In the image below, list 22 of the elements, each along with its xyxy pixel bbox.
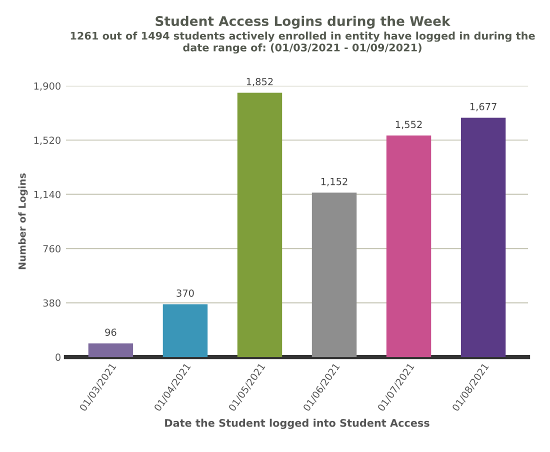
data-label: 96 [105,328,116,336]
y-tick-label: 1,900 [34,82,60,91]
bar [386,136,432,358]
data-label: 1,677 [470,102,496,112]
y-axis-title: Number of Logins [18,173,28,270]
y-tick-label: 760 [43,245,60,252]
bar [88,343,134,358]
chart-subtitle: 1261 out of 1494 students actively enrolled in entity have logged in during the date range of: (01/03/2021 - 01/09/2021) [70,32,535,54]
chart-title: Student Access Logins during the Week [156,16,451,29]
y-tick-label: 1,520 [34,136,60,145]
bar [162,304,208,358]
x-axis-title: Date the Student logged into Student Access [165,418,430,429]
y-tick-label: 1,140 [34,190,60,200]
data-label: 1,552 [396,120,422,130]
bar [312,192,357,358]
y-tick-label: 0 [56,354,60,361]
bar [237,92,282,358]
data-label: 1,152 [321,178,348,186]
y-tick-label: 380 [43,299,60,307]
data-label: 370 [176,289,194,297]
bar [460,118,506,358]
data-label: 1,852 [246,78,273,86]
